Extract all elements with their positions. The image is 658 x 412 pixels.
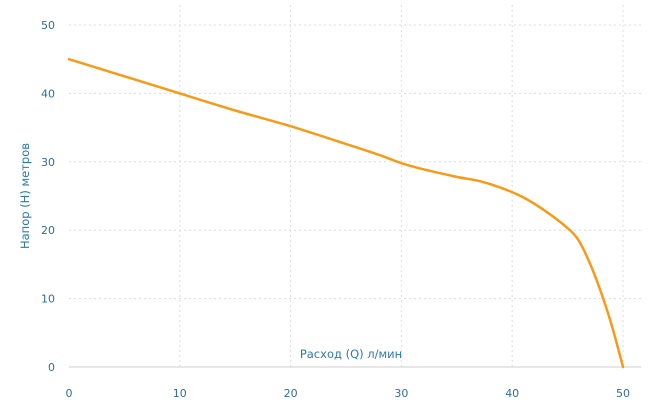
y-tick-label: 0 xyxy=(48,361,55,374)
grid xyxy=(69,5,641,367)
y-tick-label: 10 xyxy=(41,293,55,306)
series-layer xyxy=(67,57,625,369)
x-tick-label: 40 xyxy=(505,387,519,400)
y-axis-title: Напор (H) метров xyxy=(18,143,32,249)
x-tick-label: 30 xyxy=(394,387,408,400)
y-tick-label: 50 xyxy=(41,19,55,32)
y-tick-label: 20 xyxy=(41,224,55,237)
x-tick-label: 0 xyxy=(66,387,73,400)
tick-labels: 0 10 20 30 40 50 0 10 20 30 40 50 xyxy=(41,19,630,400)
x-tick-label: 20 xyxy=(284,387,298,400)
x-axis-title: Расход (Q) л/мин xyxy=(300,347,402,361)
x-tick-label: 10 xyxy=(173,387,187,400)
y-tick-label: 40 xyxy=(41,87,55,100)
pump-curve-line xyxy=(67,57,625,369)
x-tick-label: 50 xyxy=(616,387,630,400)
y-tick-label: 30 xyxy=(41,156,55,169)
